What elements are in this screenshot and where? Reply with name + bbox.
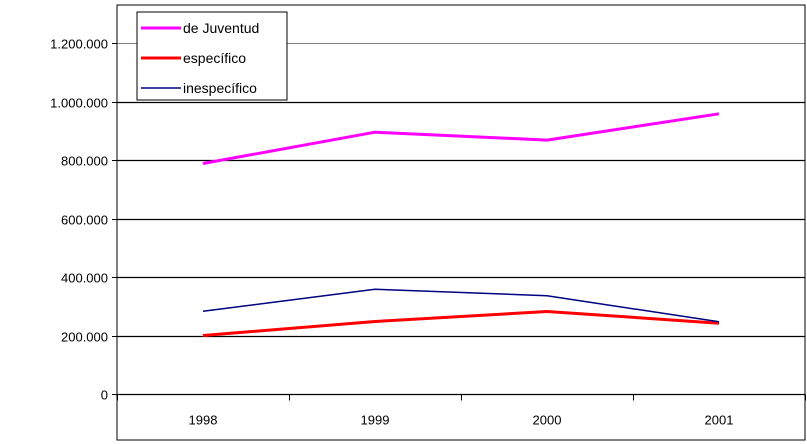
- y-tick-label: 600.000: [61, 213, 108, 228]
- series-lines: [202, 112, 720, 337]
- legend-label-2: específico: [183, 50, 246, 66]
- y-tick-label: 800.000: [61, 154, 108, 169]
- x-tick-label: 2001: [705, 413, 734, 428]
- legend-label-3: inespecífico: [183, 80, 257, 96]
- y-tick-label: 0: [101, 388, 108, 403]
- y-tick-label: 400.000: [61, 271, 108, 286]
- legend-label-1: de Juventud: [183, 20, 259, 36]
- legend: de Juventud específico inespecífico: [136, 11, 288, 101]
- y-tick-label: 1.000.000: [50, 96, 108, 111]
- axes: 0 200.000 400.000 600.000 800.000 1.000.000 1.…: [50, 4, 806, 441]
- x-tick-label: 1999: [361, 413, 390, 428]
- y-tick-label: 200.000: [61, 330, 108, 345]
- plot-frame: [116, 4, 806, 441]
- x-tick-label: 1998: [189, 413, 218, 428]
- series-line-2: [202, 310, 720, 337]
- series-line-1: [202, 112, 720, 165]
- y-tick-label: 1.200.000: [50, 37, 108, 52]
- x-tick-label: 2000: [533, 413, 562, 428]
- series-line-3: [202, 288, 720, 323]
